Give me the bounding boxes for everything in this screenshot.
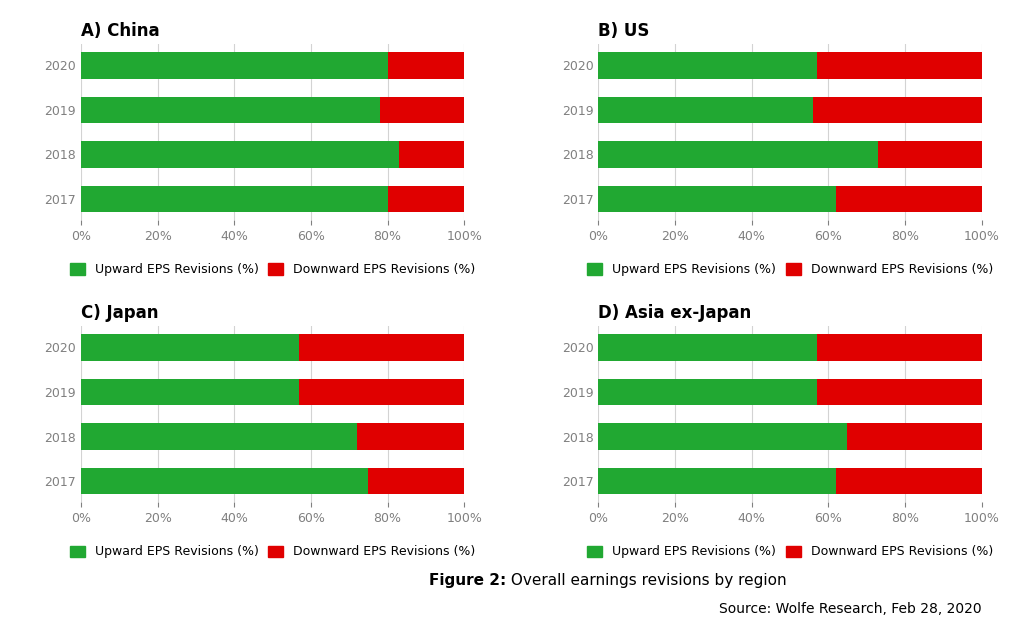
Bar [387, 185, 464, 212]
Text: Overall earnings revisions by region: Overall earnings revisions by region [506, 573, 786, 588]
Bar [81, 379, 299, 405]
Bar [368, 468, 464, 494]
Bar [598, 468, 835, 494]
Bar [299, 379, 464, 405]
Bar [846, 423, 981, 450]
Text: C) Japan: C) Japan [81, 304, 159, 322]
Bar [398, 141, 464, 168]
Legend: Upward EPS Revisions (%), Downward EPS Revisions (%): Upward EPS Revisions (%), Downward EPS R… [65, 258, 480, 281]
Bar [816, 379, 981, 405]
Bar [379, 97, 464, 123]
Text: B) US: B) US [598, 21, 649, 40]
Bar [816, 334, 981, 361]
Bar [598, 97, 812, 123]
Bar [598, 141, 878, 168]
Bar [81, 185, 387, 212]
Legend: Upward EPS Revisions (%), Downward EPS Revisions (%): Upward EPS Revisions (%), Downward EPS R… [65, 540, 480, 563]
Bar [81, 97, 379, 123]
Bar [878, 141, 981, 168]
Bar [387, 52, 464, 78]
Bar [81, 334, 299, 361]
Bar [81, 468, 368, 494]
Bar [598, 334, 816, 361]
Bar [835, 468, 981, 494]
Bar [816, 52, 981, 78]
Text: D) Asia ex-Japan: D) Asia ex-Japan [598, 304, 751, 322]
Bar [598, 423, 846, 450]
Bar [835, 185, 981, 212]
Bar [81, 423, 357, 450]
Text: A) China: A) China [81, 21, 160, 40]
Text: Figure 2:: Figure 2: [429, 573, 506, 588]
Bar [812, 97, 981, 123]
Bar [598, 52, 816, 78]
Bar [81, 52, 387, 78]
Bar [598, 379, 816, 405]
Bar [81, 141, 398, 168]
Bar [357, 423, 464, 450]
Bar [299, 334, 464, 361]
Bar [598, 185, 835, 212]
Text: Source: Wolfe Research, Feb 28, 2020: Source: Wolfe Research, Feb 28, 2020 [718, 602, 981, 616]
Legend: Upward EPS Revisions (%), Downward EPS Revisions (%): Upward EPS Revisions (%), Downward EPS R… [581, 258, 997, 281]
Legend: Upward EPS Revisions (%), Downward EPS Revisions (%): Upward EPS Revisions (%), Downward EPS R… [581, 540, 997, 563]
